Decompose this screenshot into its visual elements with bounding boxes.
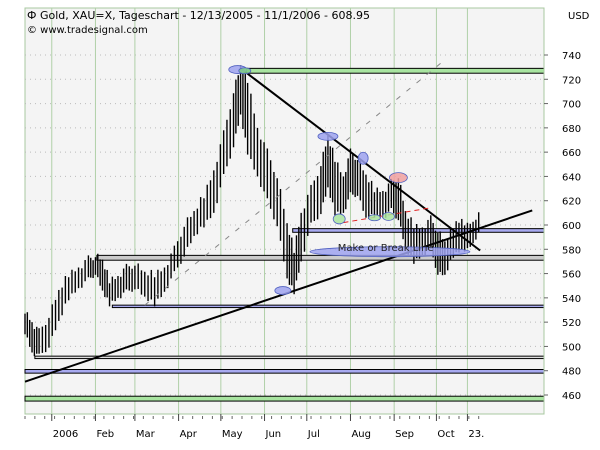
y-tick-label: 460	[562, 391, 581, 402]
pivot-marker	[388, 172, 408, 184]
annotation-make-or-break: Make or Break Line	[338, 243, 434, 254]
x-tick-label: Feb	[96, 429, 114, 440]
x-tick-label: Oct	[437, 429, 454, 440]
x-tick-label: Sep	[395, 429, 414, 440]
x-tick-label: Aug	[351, 429, 371, 440]
y-tick-label: 700	[562, 100, 581, 111]
horizontal-level-band	[240, 67, 545, 74]
y-tick-label: 620	[562, 197, 581, 208]
pivot-marker	[332, 213, 346, 225]
x-tick-label: 23.	[468, 429, 484, 440]
x-tick-label: Apr	[180, 429, 198, 440]
x-tick-label: 2006	[53, 429, 78, 440]
horizontal-level-band	[24, 395, 545, 402]
source-credit: © www.tradesignal.com	[27, 25, 148, 36]
horizontal-level-band	[34, 355, 545, 360]
x-tick-label: Jul	[307, 429, 320, 440]
horizontal-level-band	[292, 228, 545, 233]
chart-settings-icon[interactable]: Ф	[27, 9, 40, 22]
y-tick-label: 560	[562, 270, 581, 281]
y-tick-label: 580	[562, 245, 581, 256]
trendline-neckline	[343, 207, 430, 224]
plot-area	[24, 7, 545, 415]
x-tick-label: Jun	[265, 429, 282, 440]
y-tick-label: 540	[562, 294, 581, 305]
pivot-marker	[238, 67, 252, 75]
pivot-marker	[357, 151, 369, 165]
y-tick-label: 740	[562, 51, 581, 62]
currency-label: USD	[568, 11, 590, 22]
chart-title: Ф Gold, XAU=X, Tageschart - 12/13/2005 -…	[27, 9, 371, 22]
y-tick-label: 660	[562, 148, 581, 159]
horizontal-level-band	[111, 304, 545, 309]
y-tick-label: 680	[562, 124, 581, 135]
y-tick-label: 520	[562, 318, 581, 329]
pivot-marker	[317, 131, 339, 141]
pivot-marker	[309, 246, 471, 258]
y-tick-label: 500	[562, 342, 581, 353]
y-tick-label: 600	[562, 221, 581, 232]
y-tick-label: 640	[562, 172, 581, 183]
x-tick-label: May	[222, 429, 243, 440]
x-tick-label: Mar	[136, 429, 156, 440]
pivot-marker	[274, 286, 292, 295]
pivot-marker	[368, 214, 381, 222]
horizontal-level-band	[24, 369, 545, 374]
trendline-uptrend	[24, 209, 533, 383]
horizontal-level-band	[96, 254, 545, 261]
pivot-marker	[382, 212, 395, 221]
y-tick-label: 480	[562, 367, 581, 378]
y-tick-label: 720	[562, 75, 581, 86]
